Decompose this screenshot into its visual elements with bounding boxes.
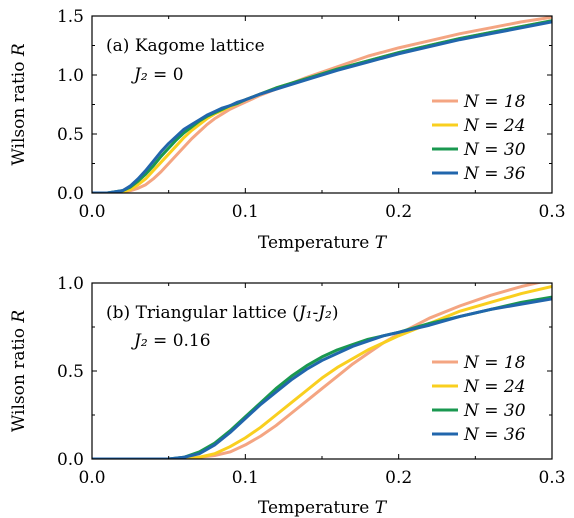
- legend-label: N = 30: [463, 140, 526, 160]
- series-group: [92, 283, 552, 459]
- series-line-4: [92, 20, 552, 193]
- x-tick-label: 0.2: [385, 468, 412, 488]
- y-axis-label: Wilson ratio R: [9, 43, 29, 166]
- legend-label: N = 24: [463, 377, 526, 397]
- series-line-1: [92, 16, 552, 193]
- chart-panel-a: 0.0 0.1 0.2 0.3 0.0 0.5 1.0 1.5 Temperature T Wil…: [9, 7, 566, 253]
- series-line-4: [92, 297, 552, 459]
- panel-subtitle: J₂ = 0.16: [131, 331, 211, 351]
- panel-title: (a) Kagome lattice: [106, 36, 265, 56]
- y-tick-label: 1.5: [57, 7, 84, 27]
- x-tick-label: 0.2: [385, 202, 412, 222]
- y-axis-label: Wilson ratio R: [9, 310, 29, 433]
- x-axis-label: Temperature T: [258, 233, 388, 253]
- y-tick-label: 1.0: [57, 66, 84, 86]
- legend-label: N = 18: [463, 353, 526, 373]
- y-tick-label: 0.5: [57, 362, 84, 382]
- legend-label: N = 30: [463, 401, 526, 421]
- legend-label: N = 24: [463, 116, 526, 136]
- x-tick-label: 0.0: [78, 202, 105, 222]
- y-tick-label: 0.5: [57, 125, 84, 145]
- legend-label: N = 18: [463, 92, 526, 112]
- chart-panel-b: 0.0 0.1 0.2 0.3 0.0 0.5 1.0 Temperature T Wilson…: [9, 274, 566, 518]
- series-group: [92, 16, 552, 193]
- x-tick-label: 0.0: [78, 468, 105, 488]
- legend-label: N = 36: [463, 164, 526, 184]
- x-tick-label: 0.3: [538, 202, 565, 222]
- y-tick-label: 1.0: [57, 274, 84, 294]
- legend-label: N = 36: [463, 425, 526, 445]
- y-tick-label: 0.0: [57, 184, 84, 204]
- panel-subtitle: J₂ = 0: [131, 65, 184, 85]
- series-line-2: [92, 285, 552, 459]
- x-tick-label: 0.1: [232, 202, 259, 222]
- y-tick-label: 0.0: [57, 450, 84, 470]
- x-axis-label: Temperature T: [258, 498, 388, 518]
- x-tick-label: 0.3: [538, 468, 565, 488]
- panel-title: (b) Triangular lattice (J₁-J₂): [106, 303, 339, 323]
- x-tick-label: 0.1: [232, 468, 259, 488]
